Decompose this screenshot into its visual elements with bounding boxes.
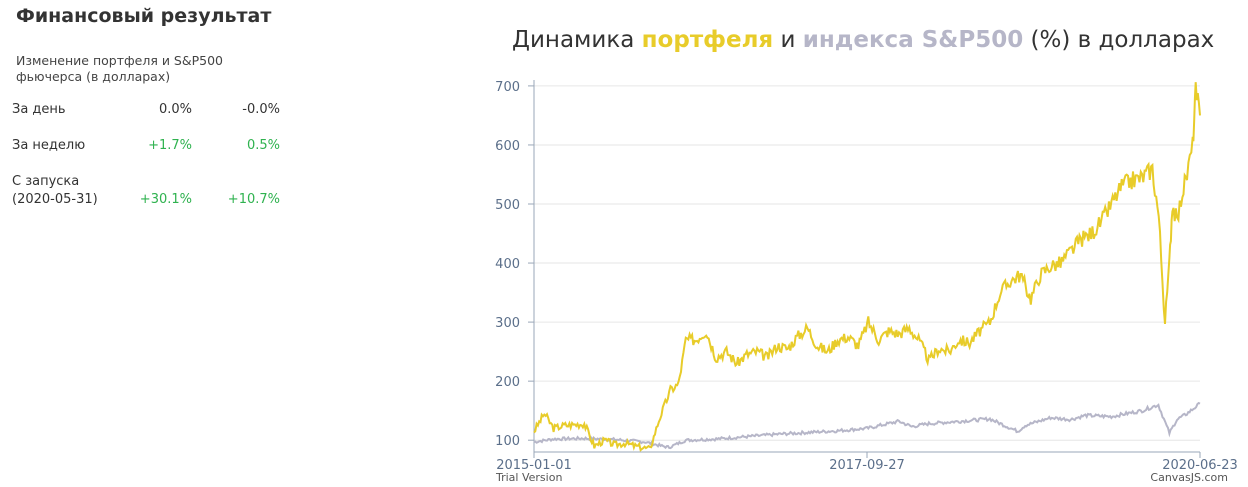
result-row-label: С запуска (2020-05-31) [12,174,98,207]
x-tick-label: 2017-09-27 [829,458,905,473]
y-tick-label: 700 [495,80,520,95]
page-title: Финансовый результат [16,5,272,27]
chart-title-index: индекса S&P500 [802,27,1024,53]
panel-description: Изменение портфеля и S&P500 фьючерса (в … [16,53,224,84]
y-tick-label: 500 [495,198,520,213]
series-line-portfolio [533,82,1201,452]
result-index-value: 0.5% [246,138,280,153]
result-row-label: За неделю [12,138,86,153]
series-line-index [533,401,1201,450]
chart-title: Динамика портфеля и индекса S&P500 (%) в… [512,27,1214,53]
x-tick-label: 2015-01-01 [496,458,572,473]
result-portfolio-value: +30.1% [139,192,192,207]
y-tick-label: 100 [495,434,520,449]
chart-title-part2: и [773,27,803,53]
result-portfolio-value: +1.7% [148,138,192,153]
y-tick-label: 600 [495,139,520,154]
result-portfolio-value: 0.0% [158,102,192,117]
y-tick-label: 300 [495,316,520,331]
y-tick-label: 200 [495,375,520,390]
chart-title-part3: (%) в долларах [1023,27,1215,53]
watermark-trial: Trial Version [495,471,562,484]
result-index-value: -0.0% [242,102,280,117]
watermark-canvasjs: CanvasJS.com [1150,471,1228,484]
result-row-label: За день [12,102,66,117]
y-tick-label: 400 [495,257,520,272]
x-tick-label: 2020-06-23 [1162,458,1238,473]
chart-title-portfolio: портфеля [641,27,774,53]
result-index-value: +10.7% [227,192,280,207]
chart-title-part1: Динамика [512,27,642,53]
